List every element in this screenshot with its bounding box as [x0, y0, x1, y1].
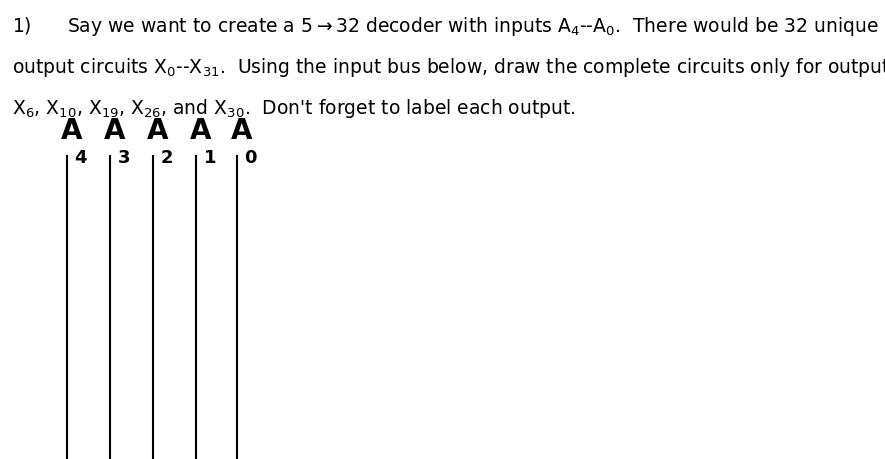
- Text: $\mathbf{1}$: $\mathbf{1}$: [203, 149, 216, 167]
- Text: $\mathbf{A}$: $\mathbf{A}$: [103, 117, 127, 145]
- Text: $\mathbf{4}$: $\mathbf{4}$: [74, 149, 88, 167]
- Text: X$_6$, X$_{10}$, X$_{19}$, X$_{26}$, and X$_{30}$.  Don't forget to label each o: X$_6$, X$_{10}$, X$_{19}$, X$_{26}$, and…: [12, 96, 575, 119]
- Text: 1)      Say we want to create a 5$\rightarrow$32 decoder with inputs A$_4$--A$_0: 1) Say we want to create a 5$\rightarrow…: [12, 15, 878, 38]
- Text: $\mathbf{0}$: $\mathbf{0}$: [244, 149, 258, 167]
- Text: $\mathbf{A}$: $\mathbf{A}$: [60, 117, 83, 145]
- Text: $\mathbf{2}$: $\mathbf{2}$: [160, 149, 173, 167]
- Text: $\mathbf{3}$: $\mathbf{3}$: [117, 149, 130, 167]
- Text: $\mathbf{A}$: $\mathbf{A}$: [189, 117, 212, 145]
- Text: $\mathbf{A}$: $\mathbf{A}$: [230, 117, 253, 145]
- Text: $\mathbf{A}$: $\mathbf{A}$: [146, 117, 169, 145]
- Text: output circuits X$_0$--X$_{31}$.  Using the input bus below, draw the complete c: output circuits X$_0$--X$_{31}$. Using t…: [12, 56, 885, 79]
